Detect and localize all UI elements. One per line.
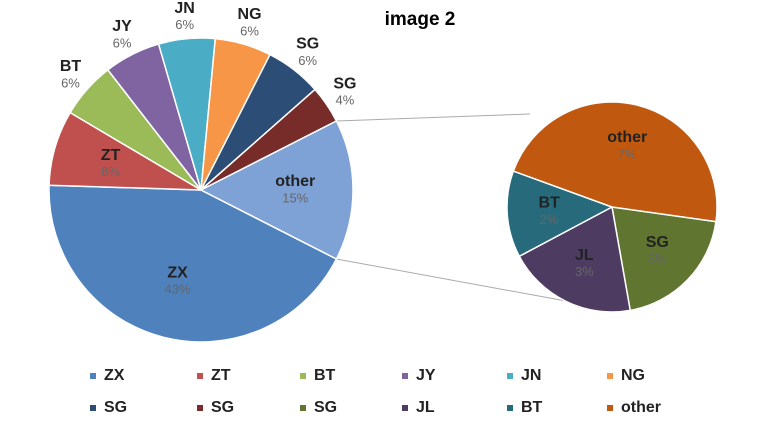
pie-slice	[48, 184, 338, 343]
slice-value-label: 3%	[648, 251, 667, 266]
slice-label: other	[607, 129, 647, 146]
pie-slice	[611, 206, 717, 312]
legend-swatch	[197, 405, 203, 411]
slice-label: NG	[238, 6, 262, 23]
pie-slice	[518, 205, 632, 313]
legend-swatch	[507, 373, 513, 379]
slice-label: ZT	[101, 147, 121, 164]
slice-value-label: 15%	[282, 190, 308, 205]
legend-swatch	[507, 405, 513, 411]
pie-slice	[199, 119, 354, 261]
slice-label: JY	[112, 18, 132, 35]
legend-label: SG	[104, 399, 127, 416]
slice-value-label: 7%	[618, 146, 637, 161]
connector-line	[336, 258, 567, 302]
slice-label: SG	[646, 234, 669, 251]
legend-label: BT	[521, 399, 543, 416]
chart-title: image 2	[385, 9, 456, 30]
legend-swatch	[402, 405, 408, 411]
slice-label: JL	[575, 247, 594, 264]
legend-swatch	[197, 373, 203, 379]
legend-swatch	[90, 373, 96, 379]
slice-value-label: 8%	[101, 164, 120, 179]
slice-value-label: 6%	[298, 53, 317, 68]
slice-value-label: 6%	[61, 75, 80, 90]
legend-label: ZX	[104, 367, 125, 384]
legend-label: other	[621, 399, 661, 416]
legend-swatch	[300, 373, 306, 379]
slice-value-label: 3%	[575, 264, 594, 279]
slice-label: ZX	[167, 264, 188, 281]
slice-value-label: 6%	[240, 23, 259, 38]
slice-value-label: 43%	[165, 282, 191, 297]
slice-value-label: 6%	[175, 17, 194, 32]
slice-value-label: 2%	[540, 212, 559, 227]
slice-label: JN	[174, 0, 194, 17]
slice-label: SG	[296, 36, 319, 53]
legend-label: SG	[211, 399, 234, 416]
legend-swatch	[402, 373, 408, 379]
legend-label: JY	[416, 367, 436, 384]
slice-label: SG	[333, 75, 356, 92]
slice-label: BT	[60, 58, 82, 75]
pie-slice	[512, 101, 718, 223]
legend-swatch	[90, 405, 96, 411]
slice-label: BT	[538, 195, 560, 212]
slice-value-label: 4%	[336, 93, 355, 108]
pie-slice	[506, 170, 614, 258]
legend-label: JN	[521, 367, 541, 384]
legend-swatch	[300, 405, 306, 411]
legend-swatch	[607, 373, 613, 379]
slice-value-label: 6%	[113, 35, 132, 50]
legend-label: ZT	[211, 367, 231, 384]
legend-label: JL	[416, 399, 435, 416]
slice-label: other	[275, 173, 315, 190]
legend-label: NG	[621, 367, 645, 384]
legend-label: BT	[314, 367, 336, 384]
legend-label: SG	[314, 399, 337, 416]
connector-line	[336, 113, 531, 122]
legend-swatch	[607, 405, 613, 411]
